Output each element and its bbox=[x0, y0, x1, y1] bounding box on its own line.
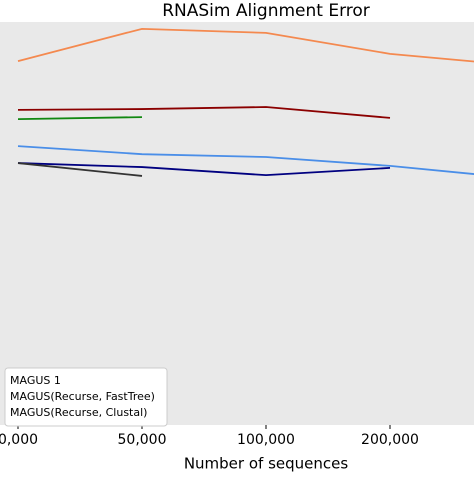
x-tick-label: 100,000 bbox=[237, 432, 295, 448]
series-line bbox=[17, 27, 474, 63]
legend-label: MAGUS(Recurse, Clustal) bbox=[10, 406, 147, 419]
series-line bbox=[17, 162, 391, 177]
legend-label: MAGUS 1 bbox=[10, 374, 61, 387]
x-axis-label: Number of sequences bbox=[184, 455, 349, 473]
series-line bbox=[17, 116, 143, 121]
series-line bbox=[17, 145, 474, 175]
x-tick-label: 0,000 bbox=[0, 432, 38, 448]
legend-box bbox=[4, 367, 168, 427]
series-line bbox=[17, 106, 391, 119]
x-tick-label: 200,000 bbox=[361, 432, 419, 448]
chart-title: RNASim Alignment Error bbox=[162, 1, 370, 21]
legend-label: MAGUS(Recurse, FastTree) bbox=[10, 390, 155, 403]
plot-area bbox=[0, 22, 474, 425]
series-line bbox=[17, 162, 143, 177]
legend: MAGUS 1 MAGUS(Recurse, FastTree) MAGUS(Rec… bbox=[4, 367, 168, 427]
x-tick-label: 50,000 bbox=[118, 432, 167, 448]
